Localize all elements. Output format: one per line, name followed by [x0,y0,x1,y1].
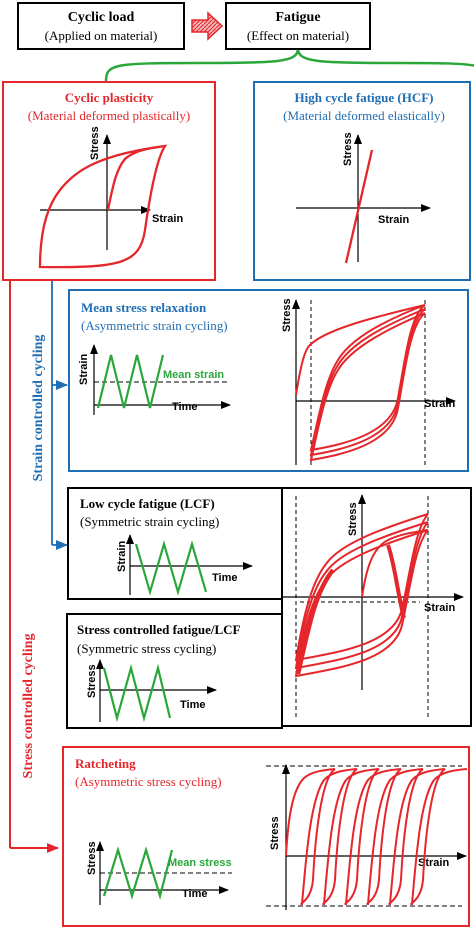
ratcheting-subtitle: (Asymmetric stress cycling) [75,774,222,789]
stress-lcf-wave [102,663,172,723]
hcf-xlabel: Strain [378,214,409,226]
msr-wave-ylabel: Strain [78,354,90,385]
msr-title: Mean stress relaxation [81,300,207,315]
lcf-subtitle: (Symmetric strain cycling) [80,514,219,529]
ratch-wave [102,846,174,901]
stress-lcf-wave-xlabel: Time [180,699,205,711]
cyclic-load-box: Cyclic load (Applied on material) [17,2,185,50]
lcf-wave-xlabel: Time [212,572,237,584]
ratch-xlabel: Strain [418,857,449,869]
lcf-wave-ylabel: Strain [116,541,128,572]
shared-xlabel: Strain [424,602,455,614]
msr-mean-label: Mean strain [163,369,224,381]
cp-hysteresis-loop [38,144,168,269]
hcf-elastic-line [344,149,374,264]
ratcheting-title: Ratcheting [75,756,136,771]
cyclic-load-title: Cyclic load [68,10,135,25]
msr-xlabel: Strain [424,398,455,410]
ratch-loop [388,768,446,906]
ratch-hysteresis-loops [285,768,468,906]
ratch-loop [366,768,424,906]
ratcheting-box: Ratcheting (Asymmetric stress cycling) S… [62,746,470,927]
msr-wave-xlabel: Time [172,401,197,413]
lcf-wave [134,540,208,596]
cp-ylabel: Stress [89,126,101,160]
shared-loop-box: Stress Strain [281,487,472,727]
shared-ylabel: Stress [347,502,359,536]
stress-lcf-subtitle: (Symmetric stress cycling) [77,641,216,656]
cyclic-load-subtitle: (Applied on material) [45,28,158,43]
msr-ylabel: Stress [281,298,293,332]
stress-lcf-wave-ylabel: Stress [86,664,98,698]
ratch-loop [322,768,380,906]
mean-stress-relaxation-box: Mean stress relaxation (Asymmetric strai… [68,289,469,472]
stress-lcf-box: Stress controlled fatigue/LCF (Symmetric… [66,613,283,729]
shared-hysteresis-loops [294,513,429,678]
fatigue-title: Fatigue [275,10,320,25]
stress-controlled-label: Stress controlled cycling [21,634,36,779]
ratch-loop [344,768,402,906]
strain-controlled-label: Strain controlled cycling [31,335,46,482]
cp-xlabel: Strain [152,213,183,225]
lcf-title: Low cycle fatigue (LCF) [80,496,215,511]
arrow-icon [191,11,224,41]
ratch-wave-ylabel: Stress [86,841,98,875]
stress-lcf-title: Stress controlled fatigue/LCF [77,622,241,637]
msr-wave [96,354,165,409]
ratch-loop [410,768,468,906]
hcf-ylabel: Stress [342,132,354,166]
msr-hysteresis-loops [295,304,426,462]
ratch-mean-label: Mean stress [168,857,232,869]
lcf-box: Low cycle fatigue (LCF) (Symmetric strai… [67,487,283,600]
cyclic-plasticity-box: Cyclic plasticity (Material deformed pla… [2,81,216,281]
hcf-title: High cycle fatigue (HCF) [295,90,434,105]
ratch-loop [300,768,358,906]
ratch-ylabel: Stress [269,816,281,850]
fatigue-subtitle: (Effect on material) [247,28,349,43]
msr-subtitle: (Asymmetric strain cycling) [81,318,228,333]
hcf-subtitle: (Material deformed elastically) [283,108,445,123]
cyclic-plasticity-title: Cyclic plasticity [65,90,154,105]
brace-connector [104,49,474,83]
ratch-wave-xlabel: Time [182,888,207,900]
cyclic-plasticity-subtitle: (Material deformed plastically) [28,108,190,123]
fatigue-box: Fatigue (Effect on material) [225,2,371,50]
hcf-box: High cycle fatigue (HCF) (Material defor… [253,81,471,281]
